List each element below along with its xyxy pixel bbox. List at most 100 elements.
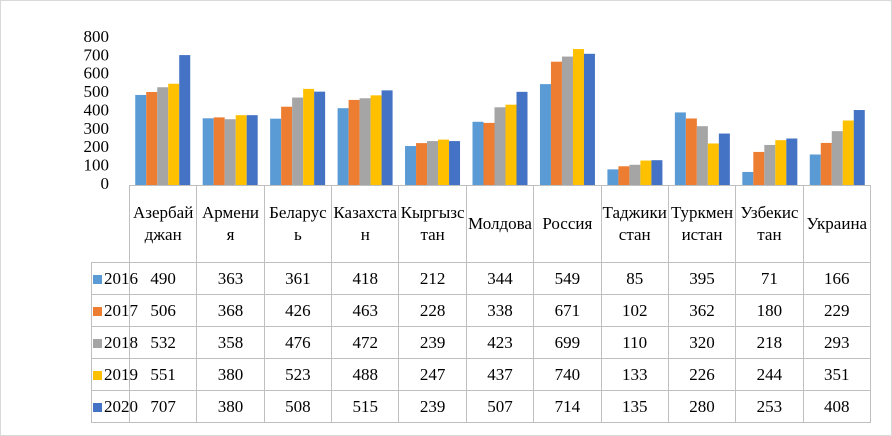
- bar: [550, 61, 562, 185]
- table-value: 280: [667, 390, 737, 423]
- category-label: Армения: [196, 185, 265, 263]
- table-value: 740: [533, 358, 602, 391]
- legend-key: 2020: [91, 390, 138, 423]
- table-value: 380: [196, 358, 265, 391]
- table-value: 226: [667, 358, 737, 391]
- bar: [213, 117, 225, 185]
- table-value: 395: [667, 262, 737, 295]
- bar: [202, 118, 214, 185]
- bar: [416, 143, 428, 185]
- table-value: 218: [735, 326, 804, 359]
- bar: [618, 166, 630, 185]
- table-value: 463: [331, 294, 400, 327]
- table-value: 506: [128, 294, 198, 327]
- table-value: 408: [802, 390, 872, 423]
- legend-key: 2017: [91, 294, 138, 327]
- table-value: 71: [735, 262, 804, 295]
- table-value: 344: [465, 262, 535, 295]
- legend-swatch: [93, 338, 102, 348]
- y-tick-label: 0: [101, 174, 110, 193]
- y-tick-label: 400: [84, 100, 110, 119]
- bar: [359, 98, 371, 185]
- table-value: 320: [667, 326, 737, 359]
- bar: [483, 122, 495, 185]
- table-value: 476: [263, 326, 333, 359]
- table-row: 2017 506 368 426 463 228 338 671 102 362 180 229: [91, 294, 872, 327]
- bar: [629, 164, 641, 185]
- table-value: 110: [600, 326, 669, 359]
- table-value: 507: [465, 390, 535, 423]
- table-value: 228: [398, 294, 467, 327]
- y-tick-label: 200: [84, 137, 110, 156]
- bar: [135, 94, 147, 185]
- y-tick-label: 100: [84, 156, 110, 175]
- bar: [707, 143, 719, 185]
- table-value: 523: [263, 358, 333, 391]
- bar: [381, 90, 393, 185]
- bar: [314, 91, 326, 185]
- table-value: 135: [600, 390, 669, 423]
- category-label: Беларусь: [263, 185, 333, 263]
- bar: [742, 171, 754, 185]
- bar: [831, 131, 843, 185]
- category-label: Россия: [533, 185, 602, 263]
- bar: [179, 55, 191, 186]
- bar: [427, 141, 439, 185]
- table-value: 361: [263, 262, 333, 295]
- category-label: Таджикистан: [600, 185, 669, 263]
- table-value: 244: [735, 358, 804, 391]
- bar: [539, 84, 551, 185]
- bar: [820, 142, 832, 185]
- category-label: Узбекистан: [735, 185, 804, 263]
- table-value: 437: [465, 358, 535, 391]
- table-value: 212: [398, 262, 467, 295]
- table-value: 671: [533, 294, 602, 327]
- legend-label: 2017: [104, 300, 138, 320]
- table-value: 380: [196, 390, 265, 423]
- bar: [753, 151, 765, 185]
- category-label: Кыргызстан: [398, 185, 467, 263]
- table-row: 2016 490 363 361 418 212 344 549 85 395 71 166: [91, 262, 872, 295]
- bar: [168, 83, 180, 185]
- table-value: 85: [600, 262, 669, 295]
- y-tick-label: 300: [84, 119, 110, 138]
- table-value: 180: [735, 294, 804, 327]
- bar: [224, 119, 236, 185]
- table-value: 362: [667, 294, 737, 327]
- bar: [764, 144, 776, 185]
- table-value: 166: [802, 262, 872, 295]
- bar: [246, 115, 258, 185]
- bar: [157, 87, 169, 185]
- legend-label: 2016: [104, 268, 138, 288]
- table-value: 293: [802, 326, 872, 359]
- y-tick-label: 800: [84, 27, 110, 46]
- table-value: 490: [128, 262, 198, 295]
- table-value: 488: [331, 358, 400, 391]
- table-value: 358: [196, 326, 265, 359]
- bar: [472, 121, 484, 185]
- y-tick-label: 600: [84, 64, 110, 83]
- table-value: 351: [802, 358, 872, 391]
- bar: [853, 110, 865, 185]
- bar: [370, 95, 382, 185]
- table-value: 532: [128, 326, 198, 359]
- table-corner: [91, 185, 130, 263]
- category-label: Казахстан: [331, 185, 400, 263]
- bar: [809, 154, 821, 185]
- bar: [583, 53, 595, 185]
- bar: [674, 112, 686, 185]
- data-table: Азербайджан Армения Беларусь Казахстан Кыргы…: [91, 185, 872, 423]
- table-row: 2018 532 358 476 472 239 423 699 110 320 218 293: [91, 326, 872, 359]
- table-value: 472: [331, 326, 400, 359]
- table-value: 363: [196, 262, 265, 295]
- bar: [775, 140, 787, 185]
- table-value: 368: [196, 294, 265, 327]
- bar: [640, 160, 652, 185]
- category-label: Азербайджан: [128, 185, 198, 263]
- bar: [292, 97, 304, 185]
- bar: [235, 115, 247, 185]
- table-value: 102: [600, 294, 669, 327]
- table-row: 2020 707 380 508 515 239 507 714 135 280 253 408: [91, 390, 872, 423]
- category-label: Туркменистан: [667, 185, 737, 263]
